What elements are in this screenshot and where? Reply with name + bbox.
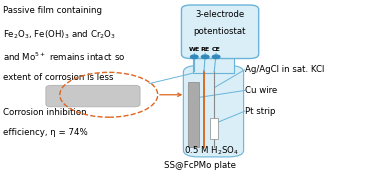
FancyBboxPatch shape — [181, 5, 259, 58]
Bar — [188, 82, 199, 147]
Bar — [193, 53, 234, 73]
Text: Passive film containing: Passive film containing — [3, 6, 102, 15]
Circle shape — [191, 55, 198, 58]
Bar — [211, 118, 218, 139]
Text: WE: WE — [189, 47, 200, 52]
Text: Fe$_2$O$_3$, Fe(OH)$_3$ and Cr$_2$O$_3$: Fe$_2$O$_3$, Fe(OH)$_3$ and Cr$_2$O$_3$ — [3, 28, 116, 41]
Text: 0.5 M H$_2$SO$_4$: 0.5 M H$_2$SO$_4$ — [184, 144, 239, 157]
Text: 3-electrode: 3-electrode — [195, 10, 245, 19]
Text: SS@FcPMo plate: SS@FcPMo plate — [164, 161, 236, 170]
Text: Ag/AgCl in sat. KCl: Ag/AgCl in sat. KCl — [245, 65, 325, 74]
Text: CE: CE — [212, 47, 220, 52]
Text: efficiency, η = 74%: efficiency, η = 74% — [3, 128, 87, 137]
Text: potentiostat: potentiostat — [194, 27, 246, 36]
Text: Pt strip: Pt strip — [245, 107, 276, 116]
Text: Cu wire: Cu wire — [245, 86, 278, 95]
Text: and Mo$^{5+}$ remains intact so: and Mo$^{5+}$ remains intact so — [3, 51, 125, 63]
Text: extent of corrosion is less: extent of corrosion is less — [3, 73, 113, 82]
Circle shape — [201, 55, 209, 58]
FancyBboxPatch shape — [46, 85, 140, 107]
Text: RE: RE — [201, 47, 210, 52]
Text: Corrosion inhibition: Corrosion inhibition — [3, 108, 86, 117]
FancyBboxPatch shape — [183, 65, 243, 157]
Circle shape — [212, 55, 220, 58]
